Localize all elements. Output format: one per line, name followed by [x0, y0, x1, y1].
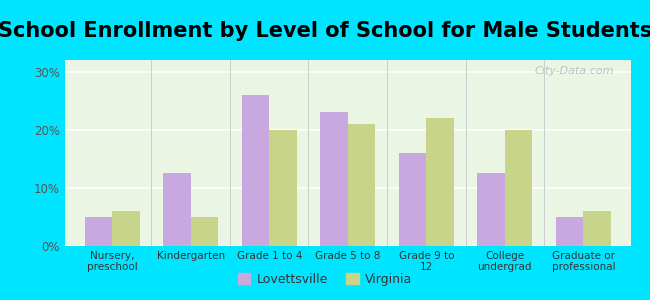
Bar — [242, 95, 269, 246]
Bar — [556, 217, 584, 246]
Text: City-Data.com: City-Data.com — [534, 66, 614, 76]
Bar — [320, 112, 348, 246]
Bar — [477, 173, 505, 246]
Bar — [112, 211, 140, 246]
Bar — [399, 153, 426, 246]
Bar — [84, 217, 112, 246]
Bar — [584, 211, 611, 246]
Bar — [426, 118, 454, 246]
Bar — [163, 173, 190, 246]
Text: School Enrollment by Level of School for Male Students: School Enrollment by Level of School for… — [0, 21, 650, 41]
Bar — [505, 130, 532, 246]
Bar — [348, 124, 375, 246]
Bar — [190, 217, 218, 246]
Bar — [269, 130, 296, 246]
Legend: Lovettsville, Virginia: Lovettsville, Virginia — [233, 268, 417, 291]
